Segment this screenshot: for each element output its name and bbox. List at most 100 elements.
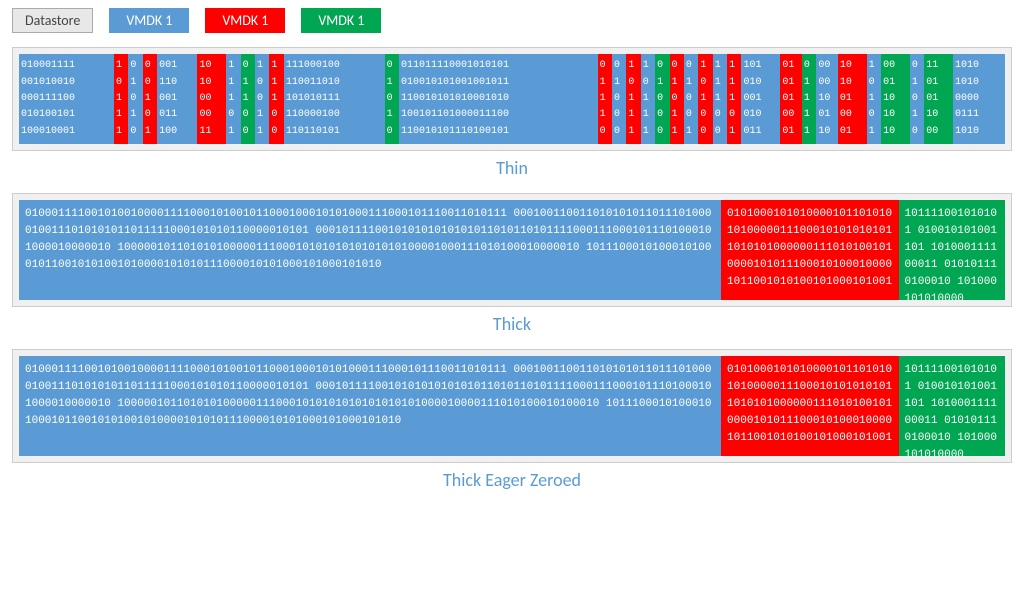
thin-segment-line: 1 [700, 91, 710, 107]
thin-segment-line: 1 [257, 107, 267, 123]
thin-segment-line: 1 [643, 107, 653, 123]
thin-segment: 10101010000001111010 [953, 54, 1005, 144]
thin-segment-line: 1 [271, 91, 281, 107]
thin-segment-line: 0 [614, 91, 624, 107]
thin-segment-line: 0 [614, 58, 624, 74]
thin-segment-line: 01 [883, 75, 908, 91]
thin-segment-line: 1 [672, 107, 682, 123]
thick-segment: 101111001010101 010010101001101 10100011… [899, 200, 1005, 300]
thin-segment-line: 100101101000011100 [401, 107, 596, 123]
thin-segment-line: 010 [743, 75, 778, 91]
thin-segment: 1110001001100110101010101111100001001101… [284, 54, 385, 144]
thin-segment: 01010 [385, 54, 399, 144]
thin-segment-line: 0 [715, 107, 725, 123]
thin-segment-line: 0 [700, 107, 710, 123]
thin-segment-line: 1 [387, 107, 397, 123]
thin-segment-line: 0 [271, 107, 281, 123]
thin-segment-line: 0 [700, 124, 710, 140]
thin-row: 0100011110010100100001111000101001011000… [19, 54, 1005, 144]
thin-segment-line: 0 [130, 58, 140, 74]
thin-segment-line: 11 [926, 58, 951, 74]
thin-segment-line: 1 [228, 124, 238, 140]
thin-segment: 0110111100010101010100101010010010111100… [399, 54, 598, 144]
thin-segment-line: 110010101010001010 [401, 91, 596, 107]
thin-segment-line: 1 [145, 91, 155, 107]
thin-segment: 1010000011 [197, 54, 226, 144]
thin-segment-line: 10 [840, 58, 865, 74]
thin-segment: 10100 [698, 54, 712, 144]
thin-segment-line: 00 [818, 75, 836, 91]
thin-panel: 0100011110010100100001111000101001011000… [12, 47, 1012, 151]
thin-segment-line: 0 [600, 124, 610, 140]
thin-segment: 00101 [143, 54, 157, 144]
thin-segment-line: 00 [883, 58, 908, 74]
thin-segment: 11101 [226, 54, 240, 144]
thin-segment-line: 1 [643, 91, 653, 107]
thin-segment: 01010 [910, 54, 924, 144]
thin-segment: 01010 [128, 54, 142, 144]
thin-segment-line: 1010 [955, 75, 1003, 91]
thin-segment-line: 0 [869, 107, 879, 123]
thin-segment-line: 10 [818, 91, 836, 107]
thin-segment-line: 001010010 [21, 75, 112, 91]
thin-segment-line: 000111100 [21, 91, 112, 107]
thick-row: 0100011110010100100001111000101001011000… [19, 200, 1005, 300]
thin-segment-line: 110011010 [286, 75, 383, 91]
thick-eager-label: Thick Eager Zeroed [12, 469, 1012, 491]
thin-segment: 10111 [641, 54, 655, 144]
thin-segment-line: 1 [628, 124, 638, 140]
thin-segment-line: 01 [840, 91, 865, 107]
legend-datastore: Datastore [12, 8, 93, 33]
thin-segment-line: 1 [243, 91, 253, 107]
thin-segment-line: 0 [243, 124, 253, 140]
thin-segment-line: 0 [643, 75, 653, 91]
thin-segment-line: 1 [912, 75, 922, 91]
thin-segment-line: 1 [672, 75, 682, 91]
thin-segment-line: 010001111 [21, 58, 112, 74]
legend-vmdk-blue: VMDK 1 [109, 8, 189, 33]
thin-segment-line: 1 [228, 75, 238, 91]
thin-segment-line: 101010111 [286, 91, 383, 107]
thin-segment-line: 1 [116, 58, 126, 74]
thin-segment-line: 00 [782, 107, 800, 123]
thin-segment-line: 1 [869, 124, 879, 140]
thin-segment-line: 01 [782, 75, 800, 91]
thin-segment: 10111 [626, 54, 640, 144]
thin-segment-line: 1 [912, 107, 922, 123]
thin-segment-line: 00 [840, 107, 865, 123]
thin-segment-line: 1 [804, 91, 814, 107]
thin-segment-line: 0 [243, 107, 253, 123]
thin-segment-line: 1 [614, 75, 624, 91]
thin-label: Thin [12, 157, 1012, 179]
thin-segment-line: 1 [257, 58, 267, 74]
thin-segment-line: 0 [257, 75, 267, 91]
thick-eager-row: 0100011110010100100001111000101001011000… [19, 356, 1005, 456]
thin-segment-line: 1010 [955, 58, 1003, 74]
thin-segment-line: 1 [628, 107, 638, 123]
thin-segment: 0101010001 [780, 54, 802, 144]
thin-segment: 11101 [727, 54, 741, 144]
thin-segment-line: 0 [912, 124, 922, 140]
thin-segment: 01111 [802, 54, 816, 144]
thick-segment: 0100011110010100100001111000101001011000… [19, 200, 721, 300]
thin-segment-line: 10 [883, 124, 908, 140]
thick-label: Thick [12, 313, 1012, 335]
thin-segment-line: 10 [818, 124, 836, 140]
thin-segment-line: 0 [672, 58, 682, 74]
thin-segment-line: 1 [686, 75, 696, 91]
thin-segment-line: 101 [743, 58, 778, 74]
thin-segment: 0001101010 [881, 54, 910, 144]
thin-segment-line: 011 [743, 124, 778, 140]
thin-segment-line: 1 [672, 124, 682, 140]
thin-segment: 01000 [655, 54, 669, 144]
thin-segment: 01001 [684, 54, 698, 144]
thin-segment-line: 1 [643, 58, 653, 74]
thin-segment: 0000100110 [816, 54, 838, 144]
thin-segment-line: 1010 [955, 124, 1003, 140]
thin-segment-line: 0 [657, 58, 667, 74]
thin-segment-line: 0000 [955, 91, 1003, 107]
thick-eager-panel: 0100011110010100100001111000101001011000… [12, 349, 1012, 463]
thin-segment-line: 110110101 [286, 124, 383, 140]
thin-segment-line: 0 [130, 124, 140, 140]
thin-segment-line: 1 [130, 107, 140, 123]
